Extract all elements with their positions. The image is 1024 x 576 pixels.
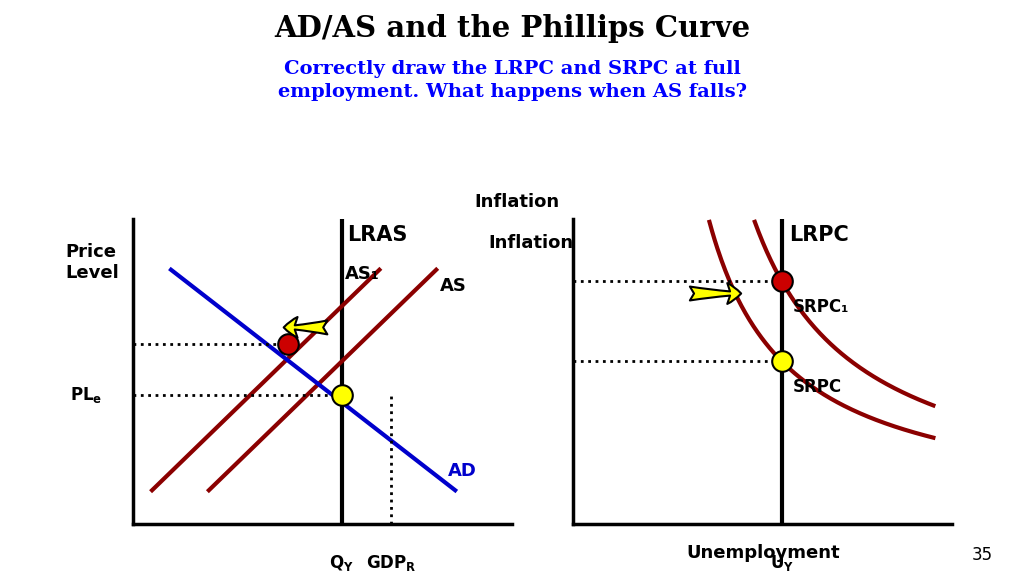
Text: AD/AS and the Phillips Curve: AD/AS and the Phillips Curve — [274, 14, 750, 43]
Text: $\mathbf{U_Y}$: $\mathbf{U_Y}$ — [770, 553, 794, 573]
Text: $\mathbf{Q_Y}$: $\mathbf{Q_Y}$ — [329, 553, 354, 573]
Text: AS₁: AS₁ — [345, 265, 380, 283]
Text: LRAS: LRAS — [347, 225, 408, 245]
Text: Inflation: Inflation — [474, 193, 560, 211]
Text: SRPC: SRPC — [794, 378, 843, 396]
Text: Unemployment: Unemployment — [686, 544, 840, 562]
Point — [774, 277, 791, 286]
Text: AD: AD — [447, 462, 476, 480]
Text: LRPC: LRPC — [790, 225, 849, 245]
Text: 35: 35 — [972, 547, 993, 564]
Text: AS: AS — [440, 276, 467, 294]
Text: Inflation: Inflation — [488, 234, 573, 252]
Text: Correctly draw the LRPC and SRPC at full
employment. What happens when AS falls?: Correctly draw the LRPC and SRPC at full… — [278, 60, 746, 101]
Point — [281, 340, 297, 349]
Point — [334, 391, 350, 400]
Text: Price
Level: Price Level — [65, 243, 119, 282]
Text: $\mathbf{PL_e}$: $\mathbf{PL_e}$ — [71, 385, 102, 406]
Text: SRPC₁: SRPC₁ — [794, 298, 850, 316]
Point — [774, 357, 791, 366]
Text: $\mathbf{GDP_R}$: $\mathbf{GDP_R}$ — [366, 553, 416, 573]
